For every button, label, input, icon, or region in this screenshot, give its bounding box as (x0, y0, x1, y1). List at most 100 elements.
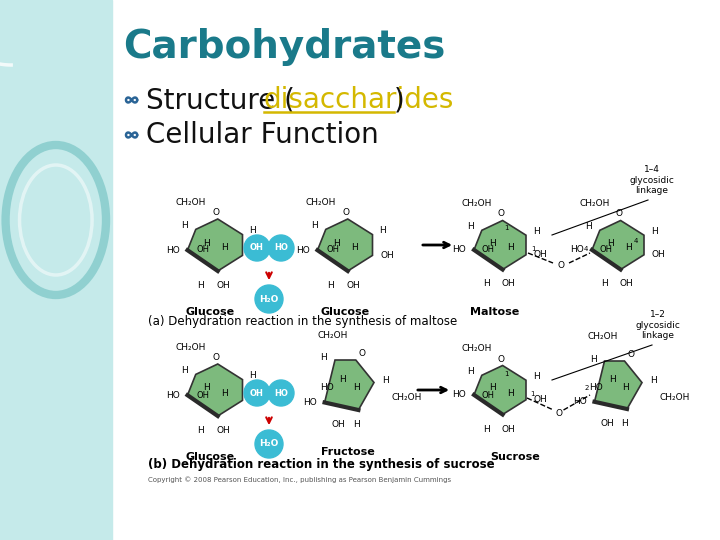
Text: Cellular Function: Cellular Function (145, 121, 378, 149)
Circle shape (255, 285, 283, 313)
Text: OH: OH (600, 419, 614, 428)
Text: OH: OH (501, 280, 515, 288)
Text: H: H (507, 388, 513, 397)
Circle shape (244, 380, 270, 406)
Text: H: H (533, 227, 540, 235)
Text: HO: HO (296, 246, 310, 255)
Text: H₂O: H₂O (259, 294, 279, 303)
Polygon shape (592, 220, 644, 269)
Text: CH₂OH: CH₂OH (176, 198, 206, 207)
Text: OH: OH (534, 395, 548, 404)
Text: Structure (: Structure ( (145, 86, 294, 114)
Text: H: H (379, 226, 386, 235)
Text: O: O (628, 350, 634, 359)
Text: CH₂OH: CH₂OH (176, 343, 206, 353)
Text: OH: OH (501, 424, 515, 434)
Text: HO: HO (452, 245, 466, 254)
Text: H: H (600, 280, 608, 288)
Text: O: O (555, 408, 562, 417)
Text: HO: HO (274, 388, 288, 397)
Text: H: H (507, 244, 513, 253)
Text: H: H (590, 354, 596, 363)
Text: OH: OH (250, 388, 264, 397)
Text: H: H (197, 281, 204, 290)
Text: disaccharides: disaccharides (264, 86, 454, 114)
Text: O: O (497, 354, 504, 363)
Text: H: H (585, 222, 592, 231)
Text: H: H (482, 280, 490, 288)
Text: H: H (489, 383, 495, 393)
Text: Fructose: Fructose (321, 447, 375, 457)
Text: OH: OH (482, 246, 495, 254)
Polygon shape (187, 219, 243, 271)
Text: H: H (197, 426, 204, 435)
Text: H: H (311, 221, 318, 230)
Text: HO: HO (274, 244, 288, 253)
Text: H: H (333, 239, 341, 247)
Text: O: O (342, 208, 349, 217)
Text: CH₂OH: CH₂OH (318, 331, 348, 340)
Text: 4: 4 (634, 238, 638, 244)
Text: H: H (351, 244, 359, 253)
Circle shape (244, 235, 270, 261)
Text: CH₂OH: CH₂OH (580, 199, 610, 208)
Text: O: O (557, 260, 564, 269)
Text: H: H (382, 376, 389, 385)
Text: H: H (622, 383, 629, 393)
Text: H: H (353, 420, 359, 429)
Text: OH: OH (619, 280, 633, 288)
Text: H: H (533, 372, 540, 381)
Text: Glucose: Glucose (186, 452, 235, 462)
Text: H: H (621, 419, 629, 428)
Text: CH₂OH: CH₂OH (305, 198, 336, 207)
Polygon shape (474, 220, 526, 269)
Text: H: H (489, 239, 495, 247)
Text: Sucrose: Sucrose (490, 452, 540, 462)
Text: H: H (204, 383, 210, 393)
Circle shape (268, 380, 294, 406)
Text: (a) Dehydration reaction in the synthesis of maltose: (a) Dehydration reaction in the synthesi… (148, 315, 457, 328)
Text: H: H (625, 244, 631, 253)
Text: O: O (212, 353, 220, 362)
Text: O: O (497, 210, 504, 219)
Text: 1: 1 (504, 370, 509, 376)
Text: HO: HO (166, 391, 179, 400)
Circle shape (268, 235, 294, 261)
Text: OH: OH (250, 244, 264, 253)
Text: O: O (359, 349, 366, 358)
Text: H: H (250, 226, 256, 235)
Text: H: H (204, 239, 210, 247)
Text: HO: HO (572, 397, 587, 406)
Text: OH: OH (197, 246, 210, 254)
Text: H: H (250, 371, 256, 380)
Text: 1–4
glycosidic
linkage: 1–4 glycosidic linkage (629, 165, 675, 195)
Text: 1: 1 (530, 391, 534, 397)
Text: OH: OH (482, 390, 495, 400)
Text: H: H (320, 354, 327, 362)
Text: OH: OH (216, 426, 230, 435)
Text: CH₂OH: CH₂OH (588, 332, 618, 341)
Text: O: O (212, 208, 220, 217)
Polygon shape (474, 366, 526, 415)
Text: OH: OH (346, 281, 360, 290)
Text: H: H (328, 281, 334, 290)
Text: H₂O: H₂O (259, 440, 279, 449)
Text: HO: HO (589, 382, 603, 392)
Text: OH: OH (216, 281, 230, 290)
Text: H: H (607, 239, 613, 247)
Text: CH₂OH: CH₂OH (462, 345, 492, 353)
Text: OH: OH (326, 246, 340, 254)
Text: OH: OH (197, 390, 210, 400)
Text: H: H (181, 366, 188, 375)
Text: OH: OH (600, 246, 613, 254)
Text: Glucose: Glucose (186, 307, 235, 317)
Circle shape (255, 430, 283, 458)
Text: HO: HO (320, 382, 334, 392)
Text: OH: OH (380, 251, 395, 260)
Polygon shape (318, 219, 372, 271)
Text: 1: 1 (531, 246, 536, 252)
Polygon shape (595, 361, 642, 409)
Text: 2: 2 (585, 385, 589, 391)
Text: H: H (467, 222, 474, 231)
Polygon shape (187, 364, 243, 416)
